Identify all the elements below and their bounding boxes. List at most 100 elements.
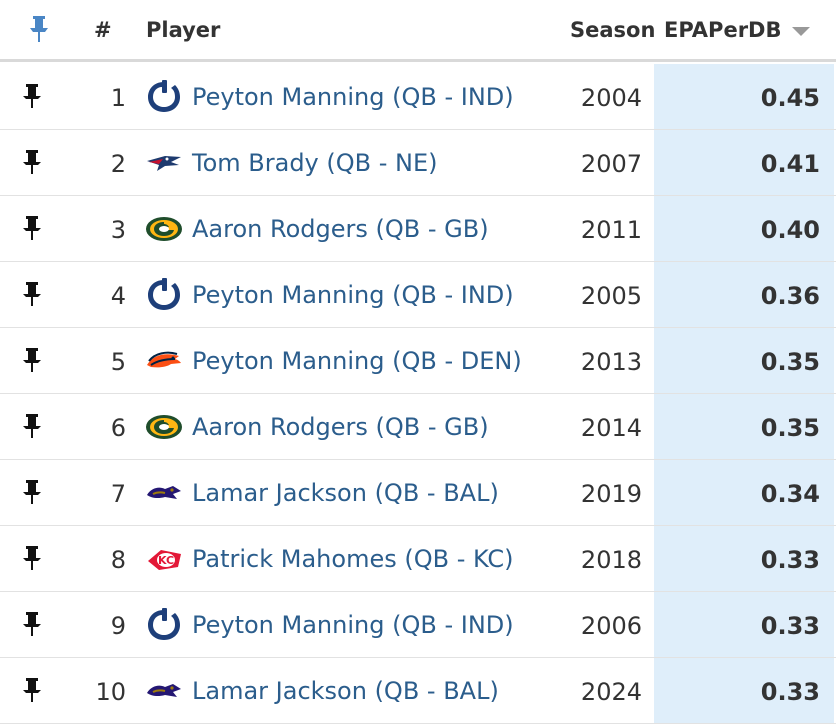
table-row: 6 Aaron Rodgers (QB - GB) 2014 0.35 — [0, 394, 836, 460]
epa-value-cell: 0.33 — [760, 546, 820, 574]
chiefs-logo-icon: KC — [145, 541, 183, 577]
highlight-column-cell — [654, 658, 834, 723]
table-row: 8 KC Patrick Mahomes (QB - KC) 2018 0.33 — [0, 526, 836, 592]
pin-icon — [23, 546, 41, 570]
packers-logo-icon — [145, 211, 183, 247]
pin-column-header[interactable] — [28, 15, 50, 49]
season-cell: 2013 — [580, 348, 642, 376]
season-cell: 2014 — [580, 414, 642, 442]
epa-value-cell: 0.40 — [760, 216, 820, 244]
epa-value-cell: 0.36 — [760, 282, 820, 310]
table-row: 4 Peyton Manning (QB - IND) 2005 0.36 — [0, 262, 836, 328]
season-cell: 2018 — [580, 546, 642, 574]
player-link[interactable]: Lamar Jackson (QB - BAL) — [192, 479, 499, 507]
rank-cell: 9 — [110, 612, 126, 640]
pin-row-button[interactable] — [20, 149, 44, 175]
ravens-logo-icon — [145, 673, 183, 709]
highlight-column-cell — [654, 526, 834, 591]
rank-cell: 7 — [110, 480, 126, 508]
pin-row-button[interactable] — [20, 413, 44, 439]
season-cell: 2005 — [580, 282, 642, 310]
season-cell: 2011 — [580, 216, 642, 244]
highlight-column-cell — [654, 460, 834, 525]
rank-column-header[interactable]: # — [94, 18, 112, 42]
rank-cell: 3 — [110, 216, 126, 244]
pin-row-button[interactable] — [20, 545, 44, 571]
rank-cell: 10 — [95, 678, 126, 706]
player-link[interactable]: Patrick Mahomes (QB - KC) — [192, 545, 514, 573]
epa-value-cell: 0.41 — [760, 150, 820, 178]
epa-value-cell: 0.33 — [760, 678, 820, 706]
player-link[interactable]: Peyton Manning (QB - DEN) — [192, 347, 522, 375]
pin-icon — [23, 480, 41, 504]
highlight-column-cell — [654, 328, 834, 393]
pin-row-button[interactable] — [20, 281, 44, 307]
table-row: 7 Lamar Jackson (QB - BAL) 2019 0.34 — [0, 460, 836, 526]
table-header: # Player Season EPAPerDB — [0, 0, 836, 62]
player-link[interactable]: Peyton Manning (QB - IND) — [192, 611, 514, 639]
pin-row-button[interactable] — [20, 347, 44, 373]
pin-icon — [23, 678, 41, 702]
player-link[interactable]: Peyton Manning (QB - IND) — [192, 281, 514, 309]
highlight-column-cell — [654, 592, 834, 657]
season-column-header[interactable]: Season — [570, 18, 656, 42]
highlight-column-cell — [654, 394, 834, 459]
rank-cell: 6 — [110, 414, 126, 442]
player-link[interactable]: Lamar Jackson (QB - BAL) — [192, 677, 499, 705]
pin-row-button[interactable] — [20, 611, 44, 637]
patriots-logo-icon — [145, 145, 183, 181]
rank-cell: 5 — [110, 348, 126, 376]
pin-icon — [23, 84, 41, 108]
ravens-logo-icon — [145, 475, 183, 511]
rank-cell: 8 — [110, 546, 126, 574]
epa-value-cell: 0.45 — [760, 84, 820, 112]
table-row: 2 Tom Brady (QB - NE) 2007 0.41 — [0, 130, 836, 196]
sort-descending-icon[interactable] — [792, 27, 810, 36]
rank-cell: 4 — [110, 282, 126, 310]
epa-value-cell: 0.33 — [760, 612, 820, 640]
pin-row-button[interactable] — [20, 677, 44, 703]
pin-icon — [30, 16, 48, 42]
pin-row-button[interactable] — [20, 479, 44, 505]
epa-value-cell: 0.35 — [760, 414, 820, 442]
player-link[interactable]: Aaron Rodgers (QB - GB) — [192, 413, 489, 441]
colts-logo-icon — [145, 277, 183, 313]
player-link[interactable]: Tom Brady (QB - NE) — [192, 149, 438, 177]
table-row: 1 Peyton Manning (QB - IND) 2004 0.45 — [0, 64, 836, 130]
season-cell: 2019 — [580, 480, 642, 508]
svg-text:KC: KC — [158, 554, 174, 567]
broncos-logo-icon — [145, 343, 183, 379]
pin-icon — [23, 150, 41, 174]
season-cell: 2004 — [580, 84, 642, 112]
pin-icon — [23, 216, 41, 240]
pin-row-button[interactable] — [20, 215, 44, 241]
highlight-column-cell — [654, 196, 834, 261]
player-link[interactable]: Peyton Manning (QB - IND) — [192, 83, 514, 111]
pin-icon — [23, 612, 41, 636]
pin-row-button[interactable] — [20, 83, 44, 109]
packers-logo-icon — [145, 409, 183, 445]
player-link[interactable]: Aaron Rodgers (QB - GB) — [192, 215, 489, 243]
season-cell: 2007 — [580, 150, 642, 178]
highlight-column-cell — [654, 130, 834, 195]
table-row: 10 Lamar Jackson (QB - BAL) 2024 0.33 — [0, 658, 836, 724]
highlight-column-cell — [654, 64, 834, 129]
pin-icon — [23, 348, 41, 372]
season-cell: 2006 — [580, 612, 642, 640]
player-column-header[interactable]: Player — [146, 18, 221, 42]
table-row: 9 Peyton Manning (QB - IND) 2006 0.33 — [0, 592, 836, 658]
table-row: 5 Peyton Manning (QB - DEN) 2013 0.35 — [0, 328, 836, 394]
colts-logo-icon — [145, 607, 183, 643]
pin-icon — [23, 282, 41, 306]
season-cell: 2024 — [580, 678, 642, 706]
pin-icon — [23, 414, 41, 438]
table-row: 3 Aaron Rodgers (QB - GB) 2011 0.40 — [0, 196, 836, 262]
colts-logo-icon — [145, 79, 183, 115]
highlight-column-cell — [654, 262, 834, 327]
epa-value-cell: 0.34 — [760, 480, 820, 508]
rank-cell: 2 — [110, 150, 126, 178]
epa-column-header[interactable]: EPAPerDB — [664, 18, 782, 42]
rank-cell: 1 — [110, 84, 126, 112]
epa-value-cell: 0.35 — [760, 348, 820, 376]
